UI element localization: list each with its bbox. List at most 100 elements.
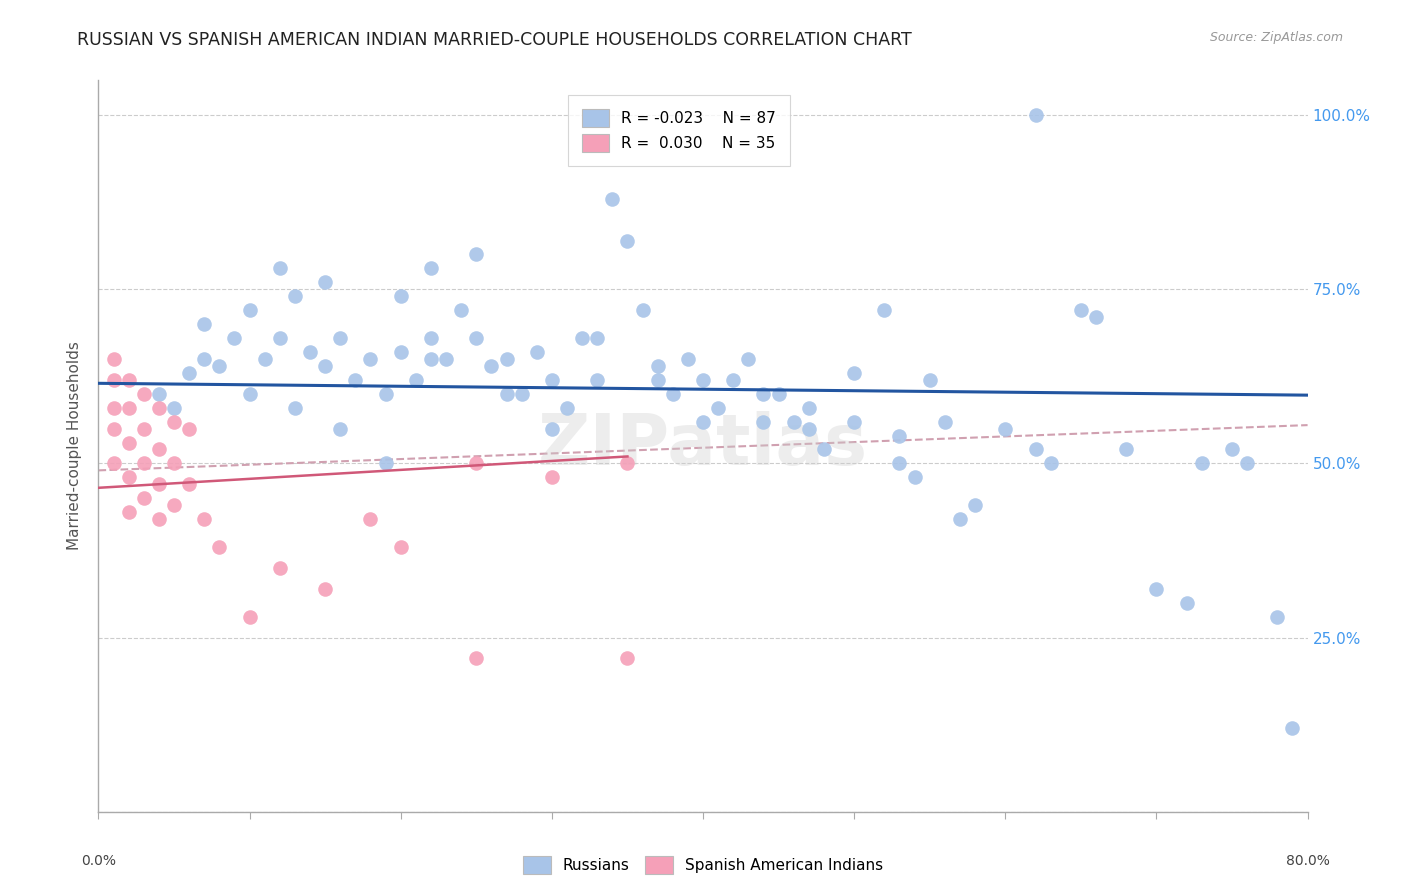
Point xyxy=(586,373,609,387)
Point xyxy=(949,512,972,526)
Point xyxy=(752,415,775,429)
Point xyxy=(631,303,654,318)
Point xyxy=(148,477,170,491)
Point xyxy=(420,331,443,345)
Point xyxy=(783,415,806,429)
Point xyxy=(132,491,155,506)
Point xyxy=(1191,457,1213,471)
Point xyxy=(510,386,533,401)
Point xyxy=(284,401,307,415)
Point xyxy=(269,331,291,345)
Point xyxy=(389,345,412,359)
Point xyxy=(616,234,638,248)
Point xyxy=(934,415,956,429)
Point xyxy=(299,345,322,359)
Point xyxy=(118,401,141,415)
Point xyxy=(193,351,215,366)
Point xyxy=(873,303,896,318)
Point xyxy=(540,373,562,387)
Point xyxy=(118,373,141,387)
Point xyxy=(540,421,562,435)
Point xyxy=(797,401,820,415)
Point xyxy=(994,421,1017,435)
Point xyxy=(239,609,262,624)
Point xyxy=(526,345,548,359)
Point xyxy=(1281,721,1303,735)
Point xyxy=(813,442,835,457)
Point xyxy=(768,386,790,401)
Text: RUSSIAN VS SPANISH AMERICAN INDIAN MARRIED-COUPLE HOUSEHOLDS CORRELATION CHART: RUSSIAN VS SPANISH AMERICAN INDIAN MARRI… xyxy=(77,31,912,49)
Point xyxy=(148,401,170,415)
Point xyxy=(692,373,714,387)
Point xyxy=(208,540,231,554)
Point xyxy=(904,470,927,484)
Point xyxy=(647,373,669,387)
Point xyxy=(420,351,443,366)
Point xyxy=(1085,310,1108,325)
Point xyxy=(844,366,866,380)
Point xyxy=(118,505,141,519)
Point xyxy=(118,435,141,450)
Point xyxy=(647,359,669,373)
Point xyxy=(329,331,352,345)
Point xyxy=(193,317,215,331)
Point xyxy=(132,386,155,401)
Point xyxy=(1039,457,1062,471)
Point xyxy=(752,386,775,401)
Point xyxy=(692,415,714,429)
Point xyxy=(284,289,307,303)
Point xyxy=(661,386,683,401)
Point xyxy=(344,373,367,387)
Point xyxy=(495,351,517,366)
Point xyxy=(118,470,141,484)
Point xyxy=(239,386,262,401)
Point xyxy=(1024,108,1046,122)
Point xyxy=(269,561,291,575)
Point xyxy=(676,351,699,366)
Point xyxy=(374,386,396,401)
Text: Source: ZipAtlas.com: Source: ZipAtlas.com xyxy=(1209,31,1343,45)
Point xyxy=(707,401,730,415)
Legend: R = -0.023    N = 87, R =  0.030    N = 35: R = -0.023 N = 87, R = 0.030 N = 35 xyxy=(568,95,790,166)
Point xyxy=(602,192,624,206)
Point xyxy=(1144,582,1167,596)
Point xyxy=(465,457,488,471)
Point xyxy=(179,421,201,435)
Point xyxy=(314,359,336,373)
Point xyxy=(148,512,170,526)
Point xyxy=(555,401,578,415)
Point xyxy=(132,457,155,471)
Point xyxy=(586,331,609,345)
Point xyxy=(103,401,125,415)
Point xyxy=(389,289,412,303)
Text: ZIPatlas: ZIPatlas xyxy=(538,411,868,481)
Point xyxy=(148,442,170,457)
Point xyxy=(1220,442,1243,457)
Text: 0.0%: 0.0% xyxy=(82,854,115,868)
Point xyxy=(179,477,201,491)
Point xyxy=(965,498,987,512)
Point xyxy=(797,421,820,435)
Point xyxy=(1267,609,1289,624)
Point xyxy=(434,351,457,366)
Point xyxy=(723,373,745,387)
Point xyxy=(103,351,125,366)
Point xyxy=(269,261,291,276)
Point xyxy=(103,457,125,471)
Point xyxy=(918,373,941,387)
Point xyxy=(540,470,562,484)
Point xyxy=(314,275,336,289)
Point xyxy=(148,386,170,401)
Point xyxy=(239,303,262,318)
Point xyxy=(420,261,443,276)
Point xyxy=(495,386,517,401)
Point xyxy=(314,582,336,596)
Point xyxy=(616,651,638,665)
Point xyxy=(179,366,201,380)
Point xyxy=(132,421,155,435)
Point xyxy=(465,247,488,261)
Point xyxy=(616,457,638,471)
Point xyxy=(889,457,911,471)
Point xyxy=(465,651,488,665)
Text: 80.0%: 80.0% xyxy=(1285,854,1330,868)
